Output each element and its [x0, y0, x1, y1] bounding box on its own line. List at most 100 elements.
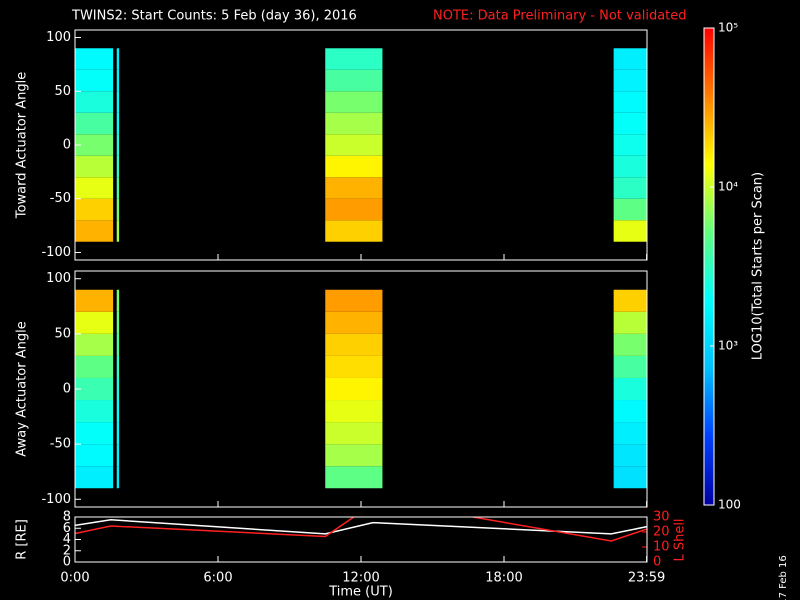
- heatmap-cell: [75, 112, 114, 135]
- heatmap-cell: [325, 311, 383, 334]
- heatmap-cell: [613, 444, 647, 467]
- heatmap-cell: [325, 355, 383, 378]
- heatmap-cell: [325, 422, 383, 445]
- y-tick-label: 0: [63, 382, 71, 397]
- heatmap-cell: [116, 155, 120, 178]
- x-tick-label: 23:59: [628, 571, 665, 586]
- heatmap-cell: [116, 48, 120, 70]
- heatmap-cell: [116, 220, 120, 242]
- x-axis-label: Time (UT): [328, 585, 393, 600]
- y2-axis-label: L Shell: [673, 518, 688, 561]
- y-axis-label: Toward Actuator Angle: [15, 72, 30, 219]
- y-tick-label: 50: [54, 326, 71, 341]
- note: NOTE: Data Preliminary - Not validated: [433, 9, 687, 24]
- heatmap-cell: [613, 91, 647, 113]
- heatmap-cell: [116, 289, 120, 312]
- heatmap-cell: [613, 69, 647, 92]
- heatmap-cell: [325, 112, 383, 135]
- heatmap-cell: [75, 400, 114, 423]
- heatmap-cell: [75, 355, 114, 378]
- heatmap-cell: [116, 422, 120, 445]
- x-tick-label: 12:00: [342, 571, 379, 586]
- y-tick-label: -100: [41, 492, 71, 507]
- y-tick-label: 100: [46, 271, 71, 286]
- heatmap-cell: [116, 444, 120, 467]
- heatmap-cell: [75, 466, 114, 489]
- y-tick-label: 6: [63, 521, 71, 536]
- heatmap-cell: [75, 134, 114, 156]
- heatmap-cell: [116, 198, 120, 221]
- colorbar-label: LOG10(Total Starts per Scan): [751, 172, 766, 360]
- heatmap-cell: [325, 377, 383, 401]
- heatmap-cell: [75, 422, 114, 445]
- heatmap-cell: [613, 198, 647, 221]
- heatmap-cell: [325, 48, 383, 70]
- heatmap-cell: [613, 134, 647, 156]
- x-tick-label: 18:00: [485, 571, 522, 586]
- heatmap-cell: [75, 69, 114, 92]
- heatmap-cell: [325, 289, 383, 312]
- heatmap-cell: [116, 112, 120, 135]
- y-tick-label: -100: [41, 245, 71, 260]
- y-tick-label: 4: [63, 532, 71, 547]
- heatmap-cell: [613, 333, 647, 356]
- colorbar: [703, 27, 715, 506]
- heatmap-cell: [325, 69, 383, 92]
- y-tick-label: 0: [63, 555, 71, 570]
- heatmap-cell: [325, 466, 383, 489]
- heatmap-cell: [75, 444, 114, 467]
- colorbar-tick-label: 100: [718, 498, 741, 512]
- heatmap-cell: [116, 134, 120, 156]
- y-tick-label: 8: [63, 510, 71, 525]
- colorbar-tick-label: 10⁴: [718, 180, 738, 194]
- heatmap-cell: [75, 48, 114, 70]
- heatmap-cell: [75, 333, 114, 356]
- heatmap-cell: [116, 355, 120, 378]
- heatmap-cell: [613, 466, 647, 489]
- y-tick-label: 0: [63, 138, 71, 153]
- heatmap-cell: [116, 400, 120, 423]
- heatmap-cell: [325, 177, 383, 199]
- date-stamp: 17 Feb 16: [778, 555, 789, 600]
- heatmap-cell: [116, 91, 120, 113]
- title: TWINS2: Start Counts: 5 Feb (day 36), 20…: [71, 9, 357, 24]
- y2-tick-label: 10: [653, 540, 670, 555]
- y-tick-label: -50: [50, 191, 71, 206]
- heatmap-cell: [613, 48, 647, 70]
- heatmap-cell: [325, 220, 383, 242]
- y-axis-label: R [RE]: [15, 519, 30, 560]
- heatmap-cell: [613, 400, 647, 423]
- heatmap-cell: [75, 198, 114, 221]
- y2-tick-label: 30: [653, 510, 670, 525]
- y2-tick-label: 20: [653, 525, 670, 540]
- heatmap-cell: [613, 422, 647, 445]
- heatmap-cell: [325, 91, 383, 113]
- heatmap-cell: [325, 400, 383, 423]
- heatmap-cell: [116, 177, 120, 199]
- heatmap-cell: [75, 91, 114, 113]
- heatmap-cell: [75, 220, 114, 242]
- heatmap-cell: [116, 377, 120, 401]
- y-tick-label: 2: [63, 543, 71, 558]
- heatmap-cell: [325, 134, 383, 156]
- heatmap-cell: [613, 177, 647, 199]
- heatmap-cell: [613, 112, 647, 135]
- line-series: [75, 517, 647, 542]
- y2-tick-label: 0: [653, 555, 661, 570]
- heatmap-cell: [613, 377, 647, 401]
- line-series: [75, 519, 647, 535]
- heatmap-cell: [116, 311, 120, 334]
- colorbar-tick-label: 10⁵: [718, 21, 738, 35]
- heatmap-cell: [613, 289, 647, 312]
- heatmap-cell: [325, 333, 383, 356]
- y-tick-label: -50: [50, 437, 71, 452]
- y-tick-label: 100: [46, 30, 71, 45]
- heatmap-cell: [613, 311, 647, 334]
- heatmap-cell: [325, 198, 383, 221]
- heatmap-cell: [75, 155, 114, 178]
- heatmap-cell: [75, 311, 114, 334]
- heatmap-cell: [116, 466, 120, 489]
- heatmap-cell: [75, 177, 114, 199]
- heatmap-cell: [613, 220, 647, 242]
